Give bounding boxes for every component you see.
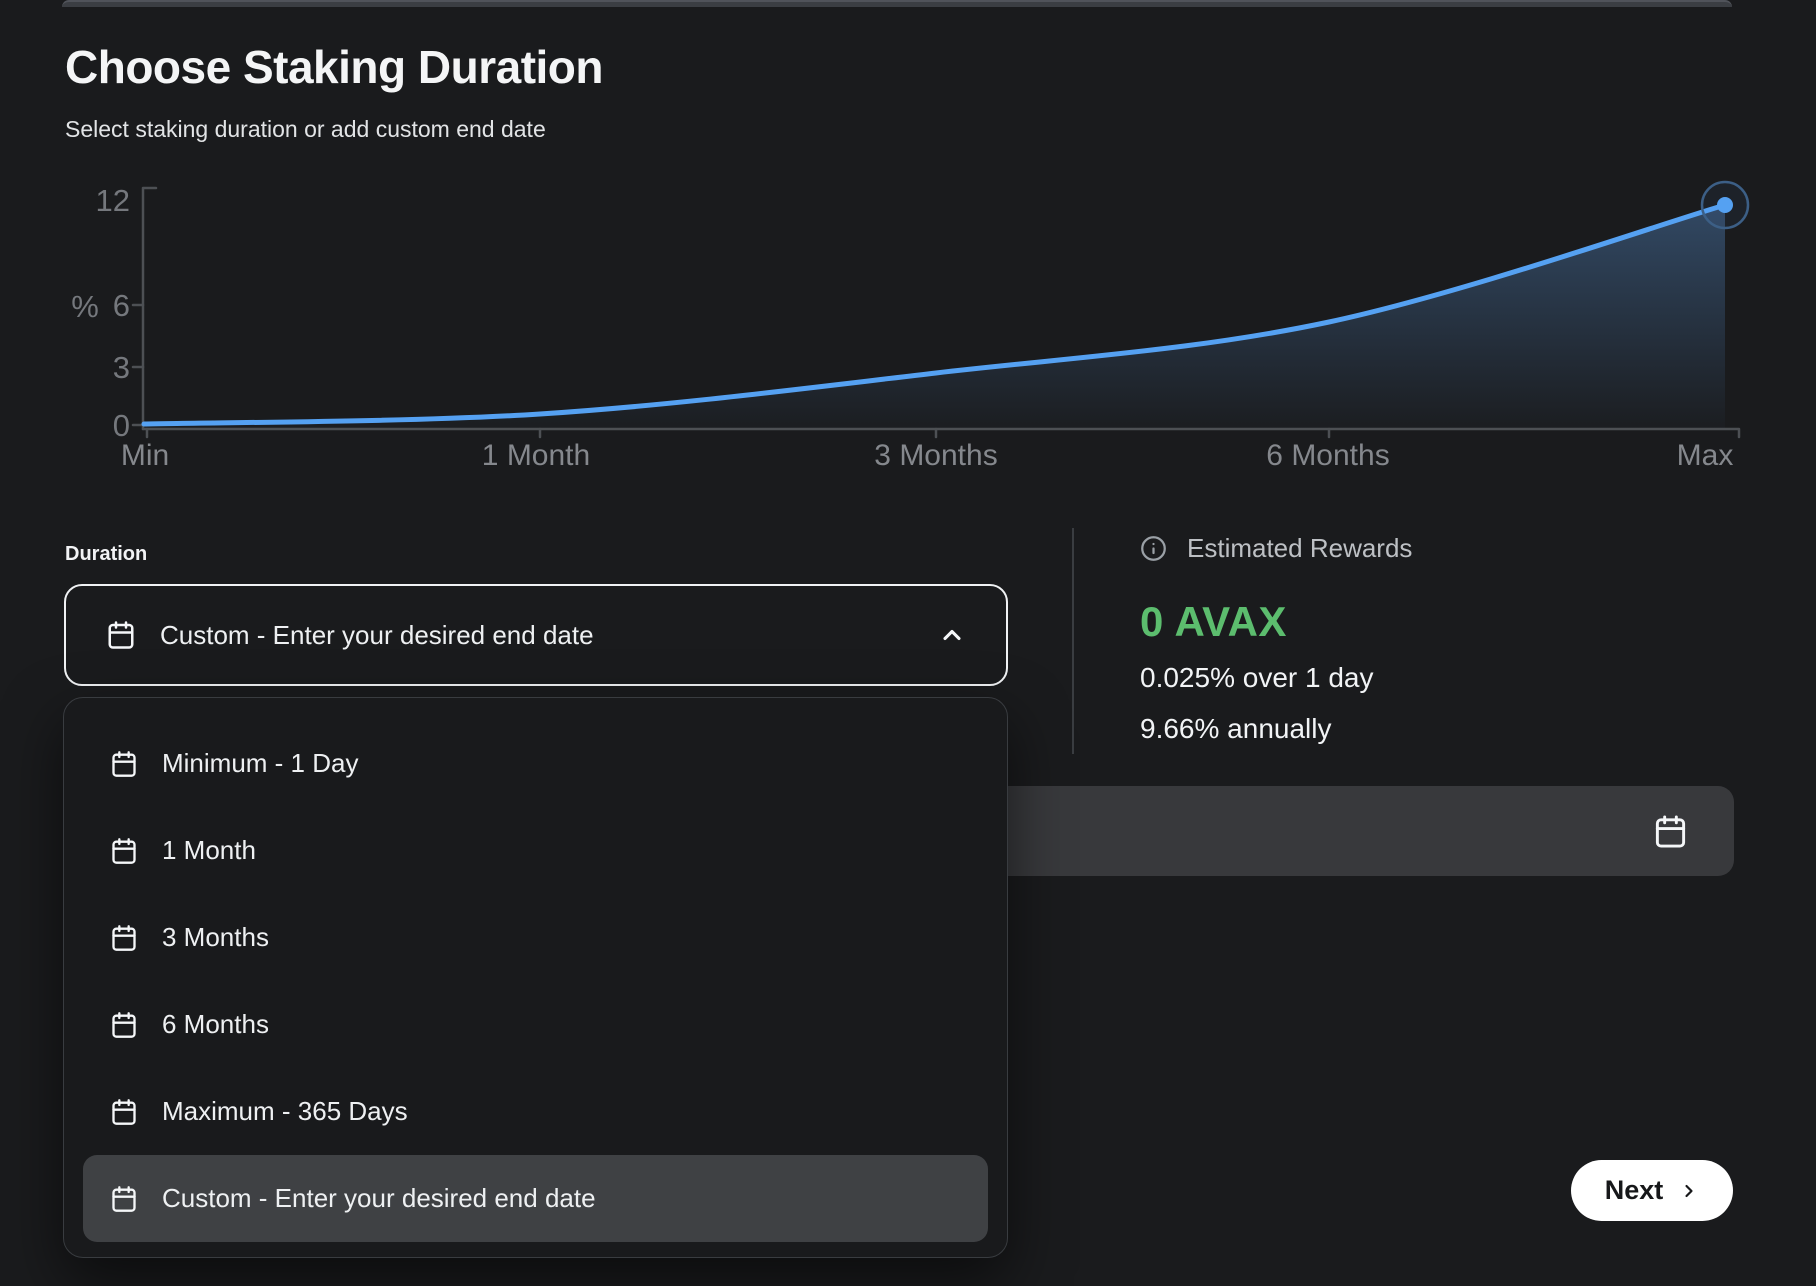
x-label-1-month: 1 Month: [482, 439, 590, 472]
y-axis-ticks: [131, 303, 145, 427]
endpoint-ring: [1700, 180, 1750, 230]
calendar-icon: [112, 750, 136, 777]
duration-field-label: Duration: [65, 543, 148, 565]
x-axis: [141, 427, 1741, 439]
x-label-6-months: 6 Months: [1266, 439, 1389, 472]
calendar-icon: [112, 1011, 136, 1038]
estimated-rewards-label: Estimated Rewards: [1187, 533, 1413, 563]
option-label: Maximum - 365 Days: [162, 1096, 408, 1126]
option-minimum-1-day[interactable]: Minimum - 1 Day: [83, 720, 988, 807]
y-axis: [141, 186, 158, 431]
option-3-months[interactable]: 3 Months: [83, 894, 988, 981]
card-top-edge: [62, 0, 1732, 7]
calendar-icon: [112, 837, 136, 864]
x-label-min: Min: [121, 439, 169, 472]
y-tick-0: 0: [113, 408, 130, 443]
curve-area-fill: [144, 205, 1725, 429]
calendar-icon: [108, 621, 134, 649]
calendar-icon: [112, 924, 136, 951]
endpoint-dot: [1717, 197, 1733, 213]
option-6-months[interactable]: 6 Months: [83, 981, 988, 1068]
chevron-right-icon: [1685, 1184, 1693, 1197]
option-label: Custom - Enter your desired end date: [162, 1183, 596, 1213]
calendar-icon: [112, 1098, 136, 1125]
option-custom-end-date[interactable]: Custom - Enter your desired end date: [83, 1155, 988, 1242]
option-label: 1 Month: [162, 835, 256, 865]
duration-dropdown-menu: Minimum - 1 Day 1 Month 3 Months 6 Month…: [63, 697, 1008, 1258]
reward-curve-line: [141, 202, 1728, 427]
calendar-icon: [112, 1185, 136, 1212]
calendar-icon[interactable]: [1653, 814, 1688, 849]
option-1-month[interactable]: 1 Month: [83, 807, 988, 894]
option-maximum-365-days[interactable]: Maximum - 365 Days: [83, 1068, 988, 1155]
y-axis-unit: %: [71, 289, 99, 324]
column-divider: [1072, 528, 1074, 754]
estimated-rewards-annual-rate: 9.66% annually: [1140, 713, 1332, 744]
x-axis-ticks: [145, 427, 1331, 439]
estimated-rewards-header: Estimated Rewards: [1140, 533, 1412, 564]
option-label: Minimum - 1 Day: [162, 748, 359, 778]
info-icon[interactable]: [1140, 535, 1167, 562]
duration-select-trigger[interactable]: Custom - Enter your desired end date: [64, 584, 1008, 686]
option-label: 6 Months: [162, 1009, 269, 1039]
estimated-rewards-daily-rate: 0.025% over 1 day: [1140, 662, 1374, 693]
x-label-3-months: 3 Months: [874, 439, 997, 472]
next-button-label: Next: [1604, 1175, 1664, 1205]
y-tick-3: 3: [113, 350, 130, 385]
next-button[interactable]: Next: [1571, 1160, 1733, 1221]
selected-duration-value: Custom - Enter your desired end date: [160, 619, 594, 650]
estimated-rewards-amount: 0 AVAX: [1140, 598, 1287, 645]
option-label: 3 Months: [162, 922, 269, 952]
page-title: Choose Staking Duration: [65, 41, 603, 93]
y-tick-6: 6: [113, 288, 130, 323]
chevron-up-icon: [943, 629, 961, 641]
page-subtitle: Select staking duration or add custom en…: [65, 116, 546, 142]
x-label-max: Max: [1677, 439, 1734, 472]
y-tick-12: 12: [96, 183, 130, 218]
